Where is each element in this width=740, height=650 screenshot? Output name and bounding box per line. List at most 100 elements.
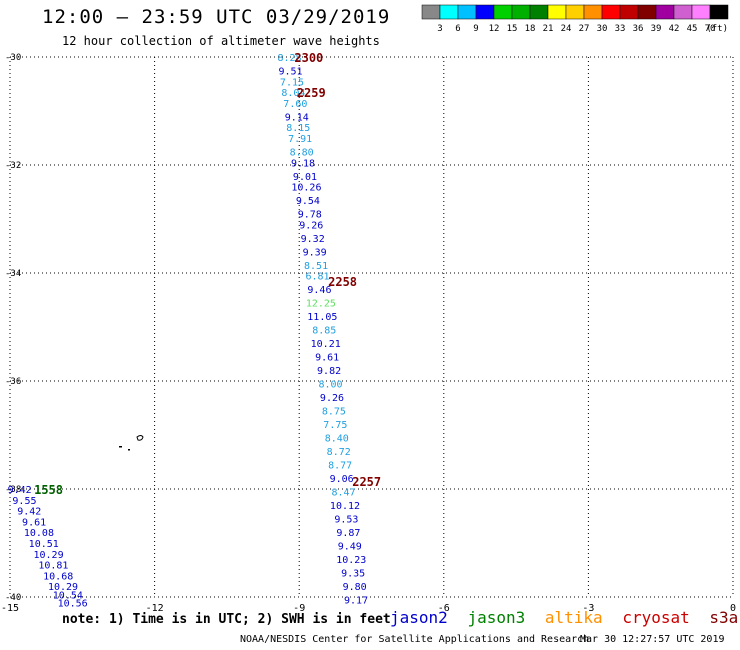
- sat-s3a: s3a: [709, 608, 739, 627]
- satellite-legend: jason2 jason3 altika cryosat s3a: [390, 608, 740, 627]
- y-tick-label: -38: [5, 485, 21, 495]
- wave-height-point: 9.42: [17, 507, 41, 518]
- wave-height-point: 9.61: [315, 353, 339, 364]
- sat-altika: altika: [544, 608, 603, 627]
- time-label: 2257: [352, 475, 381, 489]
- wave-height-point: 10.26: [291, 183, 321, 194]
- wave-height-point: 9.18: [291, 158, 315, 169]
- wave-height-point: 12.25: [306, 299, 336, 310]
- wave-height-point: 7.75: [323, 420, 347, 431]
- wave-height-point: 8.00: [318, 380, 342, 391]
- wave-height-point: 10.08: [24, 528, 54, 539]
- sat-cryosat: cryosat: [622, 608, 690, 627]
- wave-height-point: 9.32: [301, 234, 325, 245]
- legend-label: 45: [687, 24, 698, 34]
- sat-jason2: jason2: [390, 608, 448, 627]
- legend-label: 70: [705, 24, 716, 34]
- wave-height-point: 9.01: [293, 172, 317, 183]
- legend-label: 36: [633, 24, 644, 34]
- wave-height-point: 9.78: [298, 210, 322, 221]
- wave-height-point: 9.35: [341, 569, 365, 580]
- island-outline: [119, 446, 122, 448]
- legend-label: 9: [473, 24, 478, 34]
- legend-label: 15: [507, 24, 518, 34]
- wave-height-point: 8.85: [312, 326, 336, 337]
- wave-height-point: 6.81: [305, 272, 329, 283]
- wave-height-point: 9.06: [330, 474, 354, 485]
- wave-height-point: 10.51: [29, 539, 59, 550]
- wave-height-point: 8.28: [278, 53, 302, 64]
- wave-height-point: 10.54: [53, 590, 83, 601]
- wave-height-point: 9.61: [22, 517, 46, 528]
- time-label: 2259: [297, 86, 326, 100]
- wave-height-point: 9.26: [299, 220, 323, 231]
- wave-height-point: 9.53: [334, 515, 358, 526]
- color-legend: 3 6 9 12 15 18 21 24 27 30 33 36 39 42 45 70(ft): [421, 4, 729, 34]
- wave-height-point: 8.51: [304, 261, 328, 272]
- island-outline: [136, 435, 144, 441]
- x-tick-label: 0: [730, 603, 736, 614]
- wave-height-point: 9.14: [285, 112, 309, 123]
- legend-label: 21: [543, 24, 554, 34]
- legend-label: 33: [615, 24, 626, 34]
- timestamp: Mar 30 12:27:57 UTC 2019: [580, 634, 725, 645]
- x-tick-label: -15: [1, 603, 19, 614]
- wave-height-point: 10.81: [38, 561, 68, 572]
- wave-height-point: 9.49: [338, 542, 362, 553]
- credit-line: NOAA/NESDIS Center for Satellite Applica…: [240, 634, 590, 645]
- wave-height-point: 10.29: [34, 550, 64, 561]
- wave-height-point: 9.55: [12, 496, 36, 507]
- wave-height-point: 8.47: [331, 488, 355, 499]
- y-tick-label: -34: [5, 269, 21, 279]
- wave-height-point: 8.15: [286, 123, 310, 134]
- wave-height-point: 9.54: [296, 196, 320, 207]
- legend-swatch: [709, 4, 729, 20]
- wave-height-point: 7.15: [280, 77, 304, 88]
- time-label: 2300: [294, 51, 323, 65]
- legend-label: 39: [651, 24, 662, 34]
- wave-height-point: 7.91: [288, 134, 312, 145]
- wave-height-point: 9.26: [320, 393, 344, 404]
- footer-note: note: 1) Time is in UTC; 2) SWH is in fe…: [62, 612, 391, 627]
- wave-height-point: 9.42: [8, 485, 32, 496]
- wave-height-point: 9.82: [317, 366, 341, 377]
- wave-height-point: 10.23: [336, 555, 366, 566]
- wave-height-point: 11.05: [307, 312, 337, 323]
- wave-height-point: 9.46: [307, 285, 331, 296]
- wave-height-point: 8.40: [325, 434, 349, 445]
- y-tick-label: -36: [5, 377, 21, 387]
- y-tick-label: -40: [5, 593, 21, 603]
- chart-subtitle: 12 hour collection of altimeter wave hei…: [62, 34, 380, 48]
- wave-height-point: 9.80: [343, 582, 367, 593]
- legend-unit: (ft): [706, 24, 728, 34]
- wave-height-point: 9.87: [336, 528, 360, 539]
- x-tick-label: -12: [146, 603, 164, 614]
- y-tick-label: -32: [5, 161, 21, 171]
- legend-label: 27: [579, 24, 590, 34]
- x-tick-label: -3: [582, 603, 594, 614]
- sat-jason3: jason3: [467, 608, 526, 627]
- legend-label: 12: [489, 24, 500, 34]
- legend-label: 6: [455, 24, 460, 34]
- wave-height-point: 10.56: [58, 598, 88, 609]
- legend-label: 3: [437, 24, 442, 34]
- x-tick-label: -9: [293, 603, 305, 614]
- wave-height-point: 10.21: [311, 339, 341, 350]
- chart-title: 12:00 – 23:59 UTC 03/29/2019: [42, 6, 391, 28]
- wave-height-point: 8.75: [322, 407, 346, 418]
- island-outline: [128, 449, 130, 451]
- wave-height-point: 10.68: [43, 571, 73, 582]
- legend-label: 24: [561, 24, 572, 34]
- wave-height-point: 9.39: [303, 247, 327, 258]
- legend-label: 30: [597, 24, 608, 34]
- time-label: 1558: [34, 483, 63, 497]
- wave-height-point: 7.60: [283, 99, 307, 110]
- wave-height-point: 9.51: [278, 67, 302, 78]
- wave-height-point: 8.80: [290, 148, 314, 159]
- wave-height-point: 9.17: [344, 596, 368, 607]
- legend-label: 42: [669, 24, 680, 34]
- x-tick-label: -6: [438, 603, 450, 614]
- wave-height-point: 8.72: [327, 447, 351, 458]
- y-tick-label: -30: [5, 53, 21, 63]
